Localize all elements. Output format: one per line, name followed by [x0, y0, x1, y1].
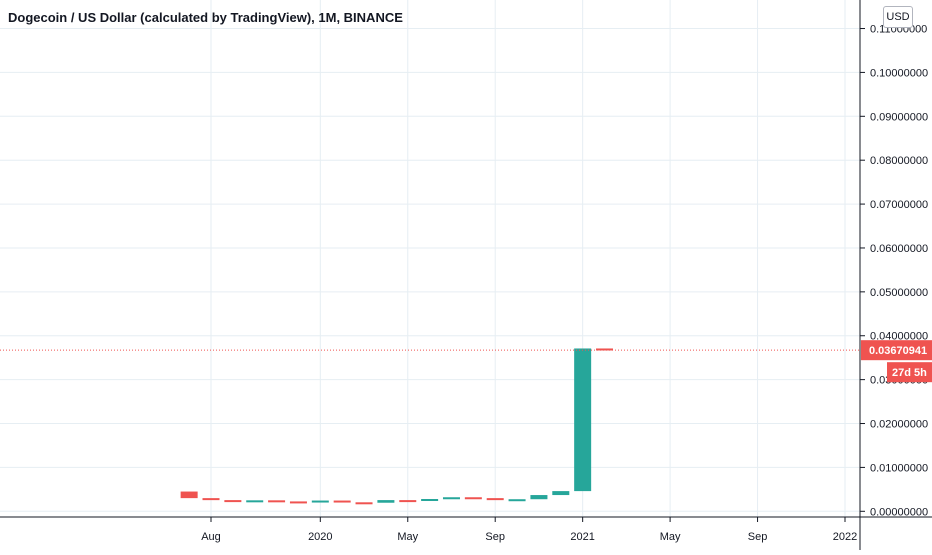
candle-2020-05: [399, 500, 417, 503]
candle-2020-10: [508, 499, 526, 502]
grid: [0, 0, 860, 517]
price-scale[interactable]: 0.000000000.010000000.020000000.03000000…: [870, 24, 928, 519]
candle-2020-03: [355, 502, 373, 505]
candle-2020-04: [377, 500, 395, 503]
x-tick-label: May: [660, 531, 681, 543]
countdown-label: 27d 5h: [892, 367, 927, 379]
y-tick-label: 0.04000000: [870, 331, 928, 343]
candle-2020-09: [486, 498, 504, 501]
countdown-badge: [887, 362, 932, 383]
candle-2019-08: [202, 498, 220, 501]
y-tick-label: 0.07000000: [870, 199, 928, 211]
candle-2020-06: [421, 499, 439, 502]
candle-2020-01: [311, 500, 329, 503]
candle-2020-02: [333, 500, 351, 503]
x-tick-label: Sep: [748, 531, 768, 543]
candle-2021-01: [574, 348, 592, 492]
candle-2019-11: [268, 500, 286, 503]
time-scale[interactable]: Aug 2020 May Sep 2021 May Sep 2022: [201, 531, 857, 543]
candle-2019-07: [180, 491, 198, 499]
currency-button[interactable]: USD: [883, 6, 913, 28]
candle-2021-02: [596, 348, 614, 351]
candle-2020-08: [464, 497, 482, 500]
y-tick-label: 0.10000000: [870, 67, 928, 79]
y-tick-label: 0.08000000: [870, 155, 928, 167]
x-tick-label: Sep: [485, 531, 505, 543]
x-tick-label: 2021: [570, 531, 594, 543]
x-tick-label: 2022: [833, 531, 857, 543]
last-price-badges: 0.03670941 27d 5h: [861, 340, 932, 383]
last-price-badge: [861, 340, 932, 361]
x-tick-label: 2020: [308, 531, 332, 543]
candle-2019-09: [224, 500, 242, 503]
y-tick-label: 0.05000000: [870, 287, 928, 299]
x-tick-label: Aug: [201, 531, 221, 543]
y-tick-label: 0.09000000: [870, 111, 928, 123]
x-tick-label: May: [397, 531, 418, 543]
candle-2019-10: [246, 500, 264, 503]
y-tick-label: 0.06000000: [870, 243, 928, 255]
y-tick-label: 0.02000000: [870, 419, 928, 431]
candle-2019-12: [289, 501, 307, 504]
y-tick-label: 0.01000000: [870, 462, 928, 474]
candles: [180, 348, 614, 505]
chart-title: Dogecoin / US Dollar (calculated by Trad…: [8, 10, 403, 25]
candle-2020-07: [442, 497, 460, 500]
candle-2020-11: [530, 495, 548, 500]
candle-2020-12: [552, 491, 570, 496]
last-price-label: 0.03670941: [869, 345, 927, 357]
y-tick-label: 0.00000000: [870, 506, 928, 518]
